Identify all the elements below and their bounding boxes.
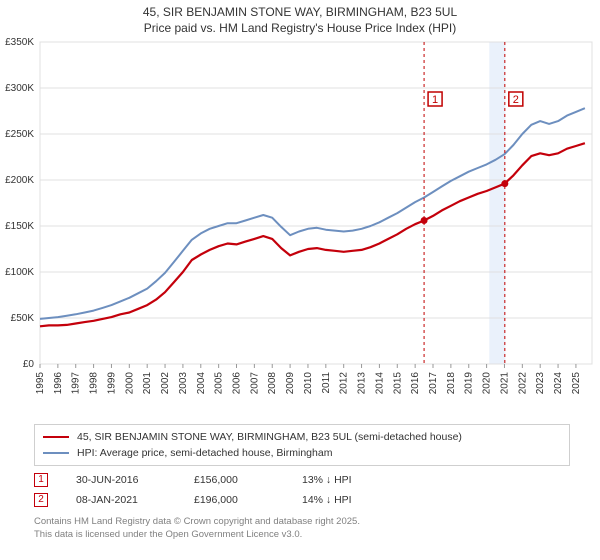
svg-text:1996: 1996: [53, 372, 64, 395]
svg-text:2019: 2019: [464, 372, 475, 395]
chart-title-block: 45, SIR BENJAMIN STONE WAY, BIRMINGHAM, …: [0, 0, 600, 36]
legend-swatch: [43, 436, 69, 438]
svg-text:2010: 2010: [303, 372, 314, 395]
svg-text:2006: 2006: [232, 372, 243, 395]
title-line2: Price paid vs. HM Land Registry's House …: [0, 20, 600, 36]
svg-text:2008: 2008: [267, 372, 278, 395]
svg-text:2012: 2012: [339, 372, 350, 395]
svg-text:2005: 2005: [214, 372, 225, 395]
svg-text:2004: 2004: [196, 372, 207, 395]
svg-text:2000: 2000: [124, 372, 135, 395]
svg-text:£300K: £300K: [5, 83, 34, 94]
svg-text:2016: 2016: [410, 372, 421, 395]
svg-text:2: 2: [513, 94, 519, 106]
footer-line1: Contains HM Land Registry data © Crown c…: [34, 516, 570, 529]
svg-text:£150K: £150K: [5, 221, 34, 232]
legend-label: HPI: Average price, semi-detached house,…: [77, 447, 332, 459]
svg-text:2022: 2022: [517, 372, 528, 395]
svg-text:1995: 1995: [35, 372, 46, 395]
legend-item: 45, SIR BENJAMIN STONE WAY, BIRMINGHAM, …: [43, 429, 561, 445]
svg-text:1: 1: [432, 94, 438, 106]
svg-text:2024: 2024: [553, 372, 564, 395]
legend-label: 45, SIR BENJAMIN STONE WAY, BIRMINGHAM, …: [77, 431, 462, 443]
sale-delta: 13% ↓ HPI: [302, 474, 352, 486]
svg-text:2007: 2007: [249, 372, 260, 395]
svg-text:2014: 2014: [374, 372, 385, 395]
svg-text:2003: 2003: [178, 372, 189, 395]
svg-text:2018: 2018: [446, 372, 457, 395]
legend-swatch: [43, 452, 69, 454]
svg-text:£250K: £250K: [5, 129, 34, 140]
svg-text:1998: 1998: [89, 372, 100, 395]
table-row: 1 30-JUN-2016 £156,000 13% ↓ HPI: [34, 470, 570, 490]
sale-marker-icon: 1: [34, 473, 48, 487]
svg-text:2011: 2011: [321, 372, 332, 394]
sale-delta: 14% ↓ HPI: [302, 494, 352, 506]
sale-marker-icon: 2: [34, 493, 48, 507]
sale-price: £196,000: [194, 494, 274, 506]
svg-text:£350K: £350K: [5, 38, 34, 48]
svg-text:2015: 2015: [392, 372, 403, 395]
legend-item: HPI: Average price, semi-detached house,…: [43, 445, 561, 461]
svg-text:2023: 2023: [535, 372, 546, 395]
footer-attribution: Contains HM Land Registry data © Crown c…: [34, 516, 570, 542]
chart-area: £0 £50K £100K £150K £200K £250K £300K £350K 1995…: [0, 38, 596, 420]
sale-date: 30-JUN-2016: [76, 474, 166, 486]
table-row: 2 08-JAN-2021 £196,000 14% ↓ HPI: [34, 490, 570, 510]
svg-text:£0: £0: [23, 359, 35, 370]
svg-text:2025: 2025: [571, 372, 582, 395]
svg-text:1997: 1997: [71, 372, 82, 395]
svg-text:£100K: £100K: [5, 267, 34, 278]
sale-date: 08-JAN-2021: [76, 494, 166, 506]
legend: 45, SIR BENJAMIN STONE WAY, BIRMINGHAM, …: [34, 424, 570, 466]
line-chart-svg: £0 £50K £100K £150K £200K £250K £300K £350K 1995…: [0, 38, 596, 420]
svg-text:1999: 1999: [106, 372, 117, 395]
svg-text:2001: 2001: [142, 372, 153, 395]
svg-text:2009: 2009: [285, 372, 296, 395]
svg-text:2020: 2020: [482, 372, 493, 395]
svg-text:£50K: £50K: [11, 313, 35, 324]
svg-text:2002: 2002: [160, 372, 171, 395]
svg-text:2017: 2017: [428, 372, 439, 395]
svg-text:2013: 2013: [357, 372, 368, 395]
svg-text:2021: 2021: [499, 372, 510, 395]
sale-price: £156,000: [194, 474, 274, 486]
title-line1: 45, SIR BENJAMIN STONE WAY, BIRMINGHAM, …: [0, 4, 600, 20]
footer-line2: This data is licensed under the Open Gov…: [34, 529, 570, 542]
svg-text:£200K: £200K: [5, 175, 34, 186]
sales-table: 1 30-JUN-2016 £156,000 13% ↓ HPI 2 08-JA…: [34, 470, 570, 510]
